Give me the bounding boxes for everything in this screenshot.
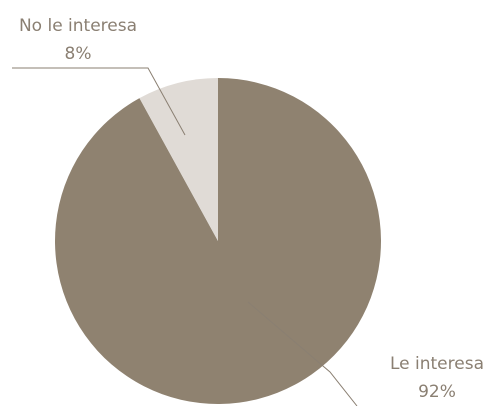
slice-value-label: 8%: [65, 44, 92, 64]
slice-label: Le interesa: [390, 354, 484, 374]
slice-label: No le interesa: [19, 16, 137, 36]
pie-slice: [54, 78, 381, 404]
leader-line: [247, 301, 358, 406]
leader-line: [12, 67, 186, 136]
pie-slice: [139, 78, 218, 241]
slice-value-label: 92%: [418, 382, 456, 402]
pie: [54, 78, 381, 404]
